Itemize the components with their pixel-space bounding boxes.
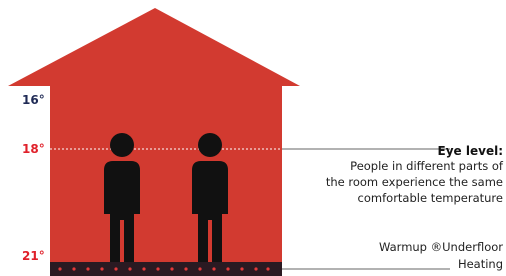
temperature-label: 16°	[22, 93, 45, 107]
house	[8, 8, 300, 262]
eye-level-text: comfortable temperature	[358, 191, 503, 205]
eye-level-title: Eye level:	[438, 144, 503, 158]
heating-text: Warmup ®Underfloor	[379, 240, 503, 254]
floor-heating	[50, 262, 282, 276]
eye-level-text: the room experience the same	[326, 175, 503, 189]
page: {"temperatures": ["16°", "18°", "21°"], …	[0, 0, 506, 276]
eye-level-text: People in different parts of	[350, 159, 504, 173]
temperature-label: 21°	[22, 249, 45, 263]
temperature-label: 18°	[22, 142, 45, 156]
diagram: 16° 18° 21° Eye level: People in differe…	[0, 0, 506, 276]
heating-text: Heating	[458, 257, 503, 271]
